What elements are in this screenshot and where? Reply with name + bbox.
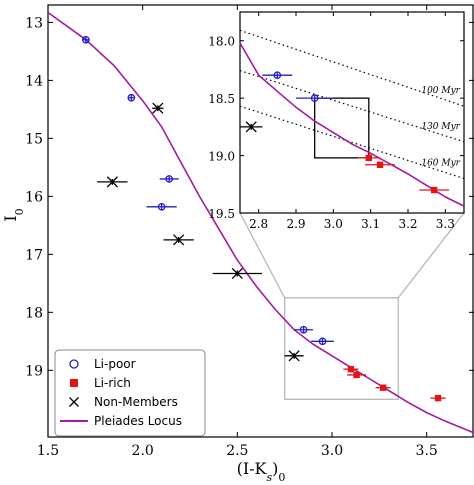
isochrone-line xyxy=(239,29,465,107)
main-non-members-point xyxy=(173,234,185,246)
inset-li-poor-point xyxy=(310,94,319,102)
inset-li-rich-point xyxy=(365,154,372,162)
main-y-tick-label: 18 xyxy=(25,305,43,321)
inset-y-tick-label: 19.0 xyxy=(208,150,235,164)
legend-label: Li-poor xyxy=(94,357,136,371)
main-y-tick-label: 15 xyxy=(25,131,43,147)
legend-marker xyxy=(70,379,78,387)
inset-x-tick-label: 2.9 xyxy=(286,217,305,231)
legend-label: Pleiades Locus xyxy=(94,414,182,428)
main-li-poor-point xyxy=(318,337,327,346)
inset-y-tick-label: 18.5 xyxy=(208,92,235,106)
main-li-poor-point xyxy=(165,175,174,183)
main-y-tick-label: 14 xyxy=(25,73,43,89)
y-axis-title: I0 xyxy=(1,208,26,221)
main-x-tick-label: 2.0 xyxy=(132,443,154,459)
legend: Li-poor Li-rich Non-Members Pleiades Locus xyxy=(54,349,206,437)
main-y-tick-label: 19 xyxy=(25,363,43,379)
main-non-members-point xyxy=(152,102,164,114)
inset-x-tick-label: 3.1 xyxy=(361,217,380,231)
inset-non-members-point xyxy=(245,121,257,133)
main-y-tick-label: 13 xyxy=(25,15,43,31)
main-li-rich-point xyxy=(353,371,360,379)
legend-marker xyxy=(69,359,79,369)
main-x-tick-label: 1.5 xyxy=(37,443,59,459)
isochrone-label: 160 Myr xyxy=(421,159,460,169)
isochrone-line xyxy=(239,105,465,180)
main-li-rich-point xyxy=(434,394,442,402)
main-x-tick-label: 2.5 xyxy=(226,443,248,459)
main-li-poor-point xyxy=(127,93,136,102)
main-pleiades-locus-line xyxy=(47,11,474,434)
inset-frame xyxy=(239,11,465,214)
zoom-connector-right xyxy=(397,212,465,299)
isochrone-label: 130 Myr xyxy=(421,122,460,132)
main-non-members-point xyxy=(231,267,243,280)
inset-x-tick-label: 3.0 xyxy=(324,217,343,231)
legend-label: Li-rich xyxy=(94,376,131,390)
main-y-tick-label: 16 xyxy=(25,189,43,205)
inset-x-tick-label: 2.8 xyxy=(249,217,268,231)
inset-li-poor-point xyxy=(273,71,282,80)
main-li-poor-point xyxy=(299,325,308,334)
inset-pleiades-locus-line xyxy=(239,42,465,207)
main-li-rich-point xyxy=(379,384,387,391)
inset-li-rich-point xyxy=(430,186,438,194)
legend-label: Non-Members xyxy=(94,395,178,409)
inset-x-tick-label: 3.2 xyxy=(398,217,417,231)
zoom-region-box xyxy=(284,297,399,400)
main-x-tick-label: 3.5 xyxy=(416,443,438,459)
main-y-tick-label: 17 xyxy=(25,247,43,263)
x-axis-title: (I-Ks)0 xyxy=(237,459,286,484)
isochrone-label: 100 Myr xyxy=(421,86,460,96)
inset-li-rich-point xyxy=(376,161,384,168)
main-non-members-point xyxy=(288,350,300,362)
legend-box xyxy=(54,349,206,437)
inset-y-tick-label: 18.0 xyxy=(208,35,235,49)
main-li-poor-point xyxy=(157,202,166,211)
legend-marker xyxy=(69,397,79,407)
inset-y-tick-label: 19.5 xyxy=(208,207,235,221)
inset-x-tick-label: 3.3 xyxy=(436,217,455,231)
main-x-tick-label: 3.0 xyxy=(321,443,343,459)
main-li-poor-point xyxy=(82,35,90,44)
inset-highlight-box xyxy=(314,97,370,159)
inset-plot: 100 Myr 130 Myr 160 Myr 2.8 2.9 3.0 3.1 3.2 3.3 1… xyxy=(208,11,465,299)
main-non-members-point xyxy=(106,176,118,188)
main-li-rich-point xyxy=(347,365,355,373)
isochrone-line xyxy=(239,70,465,143)
zoom-connector-left xyxy=(239,212,286,299)
